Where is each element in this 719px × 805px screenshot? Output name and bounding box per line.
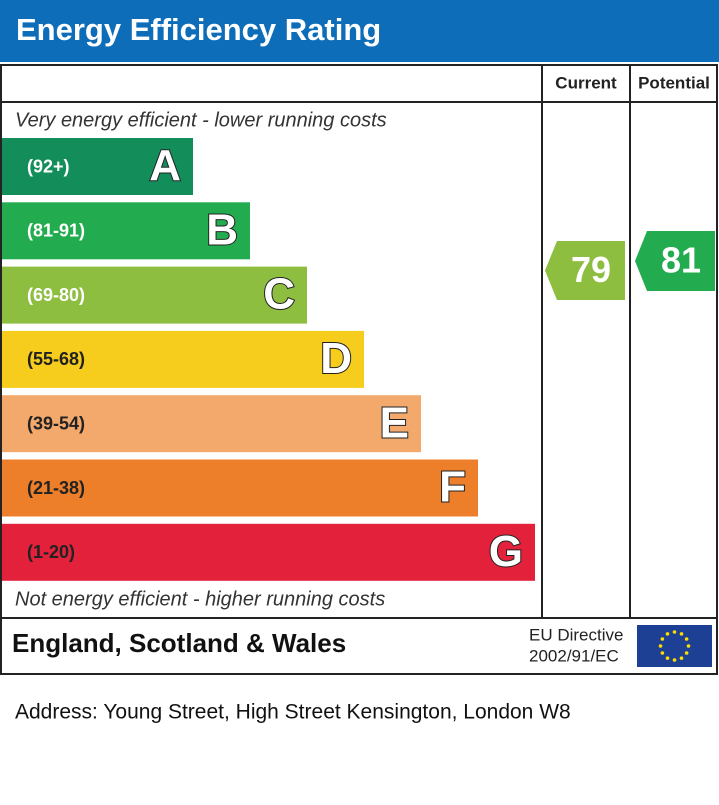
star xyxy=(679,632,684,636)
band-range: (21-38) xyxy=(27,478,85,498)
column-header: Current xyxy=(555,73,617,92)
star xyxy=(672,658,677,662)
band-letter: C xyxy=(263,270,295,319)
band-bar xyxy=(2,395,421,453)
band-range: (92+) xyxy=(27,156,70,176)
band-letter: D xyxy=(320,334,352,383)
band-bar xyxy=(2,202,250,260)
rating-value: 81 xyxy=(661,240,701,281)
band-bar xyxy=(2,266,307,324)
directive: 2002/91/EC xyxy=(529,646,619,665)
star xyxy=(684,651,689,655)
star xyxy=(665,656,670,660)
star xyxy=(658,644,663,648)
title: Energy Efficiency Rating xyxy=(16,12,381,47)
band-bar xyxy=(2,523,535,581)
star xyxy=(679,656,684,660)
region: England, Scotland & Wales xyxy=(12,628,346,658)
frame xyxy=(0,64,718,675)
band-letter: A xyxy=(149,141,181,190)
band-range: (69-80) xyxy=(27,285,85,305)
band-letter: G xyxy=(489,527,523,576)
star xyxy=(660,651,665,655)
directive: EU Directive xyxy=(529,625,623,644)
band-bar xyxy=(2,330,364,388)
band-letter: E xyxy=(380,398,409,447)
band-letter: B xyxy=(206,205,238,254)
band-bar xyxy=(2,138,193,195)
column-header: Potential xyxy=(638,73,710,92)
star xyxy=(660,637,665,641)
band-range: (1-20) xyxy=(27,542,75,562)
band-bar xyxy=(2,459,478,517)
star xyxy=(684,637,689,641)
star xyxy=(686,644,691,648)
bottom-note: Not energy efficient - higher running co… xyxy=(15,588,385,610)
eu-stars xyxy=(658,630,691,662)
address: Address: Young Street, High Street Kensi… xyxy=(15,701,571,724)
star xyxy=(665,632,670,636)
star xyxy=(672,630,677,634)
rating-value: 79 xyxy=(571,249,611,290)
rating-arrow xyxy=(635,231,715,291)
band-range: (55-68) xyxy=(27,349,85,369)
band-range: (81-91) xyxy=(27,221,85,241)
title-bar xyxy=(0,0,719,62)
band-letter: F xyxy=(439,463,466,512)
band-range: (39-54) xyxy=(27,413,85,433)
top-note: Very energy efficient - lower running co… xyxy=(15,109,387,131)
rating-arrow xyxy=(545,241,625,300)
